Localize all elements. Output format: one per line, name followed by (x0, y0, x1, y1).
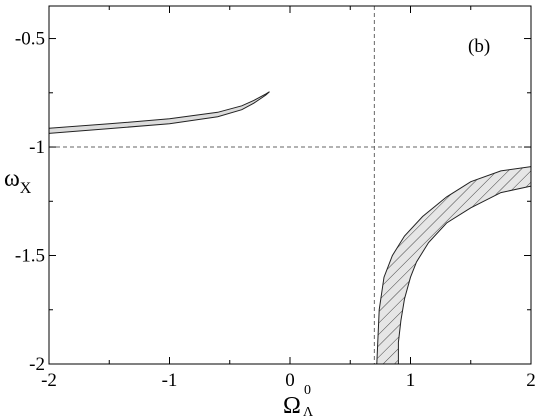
region-2 (376, 166, 531, 364)
x-axis-label-subscript: Λ (303, 405, 314, 416)
region-1 (49, 91, 270, 134)
panel-label: (b) (468, 36, 490, 57)
y-axis-label-subscript: X (20, 180, 32, 197)
y-axis-label-symbol: ω (4, 166, 20, 192)
data-regions (49, 91, 531, 364)
x-axis-label: Ω 0 Λ (283, 383, 314, 416)
y-tick-label: -1.5 (15, 246, 45, 267)
x-tick-label: 1 (406, 370, 416, 391)
x-tick-label: 2 (526, 370, 536, 391)
plot-frame (48, 5, 532, 365)
y-axis-label: ωX (4, 166, 32, 197)
reference-lines (49, 6, 531, 364)
y-axis: -2 -1.5 -1 -0.5 (15, 29, 531, 375)
x-axis-label-symbol: Ω (283, 393, 301, 416)
y-tick-label: -0.5 (15, 29, 45, 50)
x-axis-label-superscript: 0 (304, 383, 311, 398)
x-tick-label: -1 (162, 370, 178, 391)
x-tick-label: 0 (285, 370, 295, 391)
x-axis: -2 -1 0 1 2 (41, 6, 536, 391)
y-tick-label: -1 (29, 137, 45, 158)
y-tick-label: -2 (29, 354, 45, 375)
x-tick-label: -2 (41, 370, 57, 391)
